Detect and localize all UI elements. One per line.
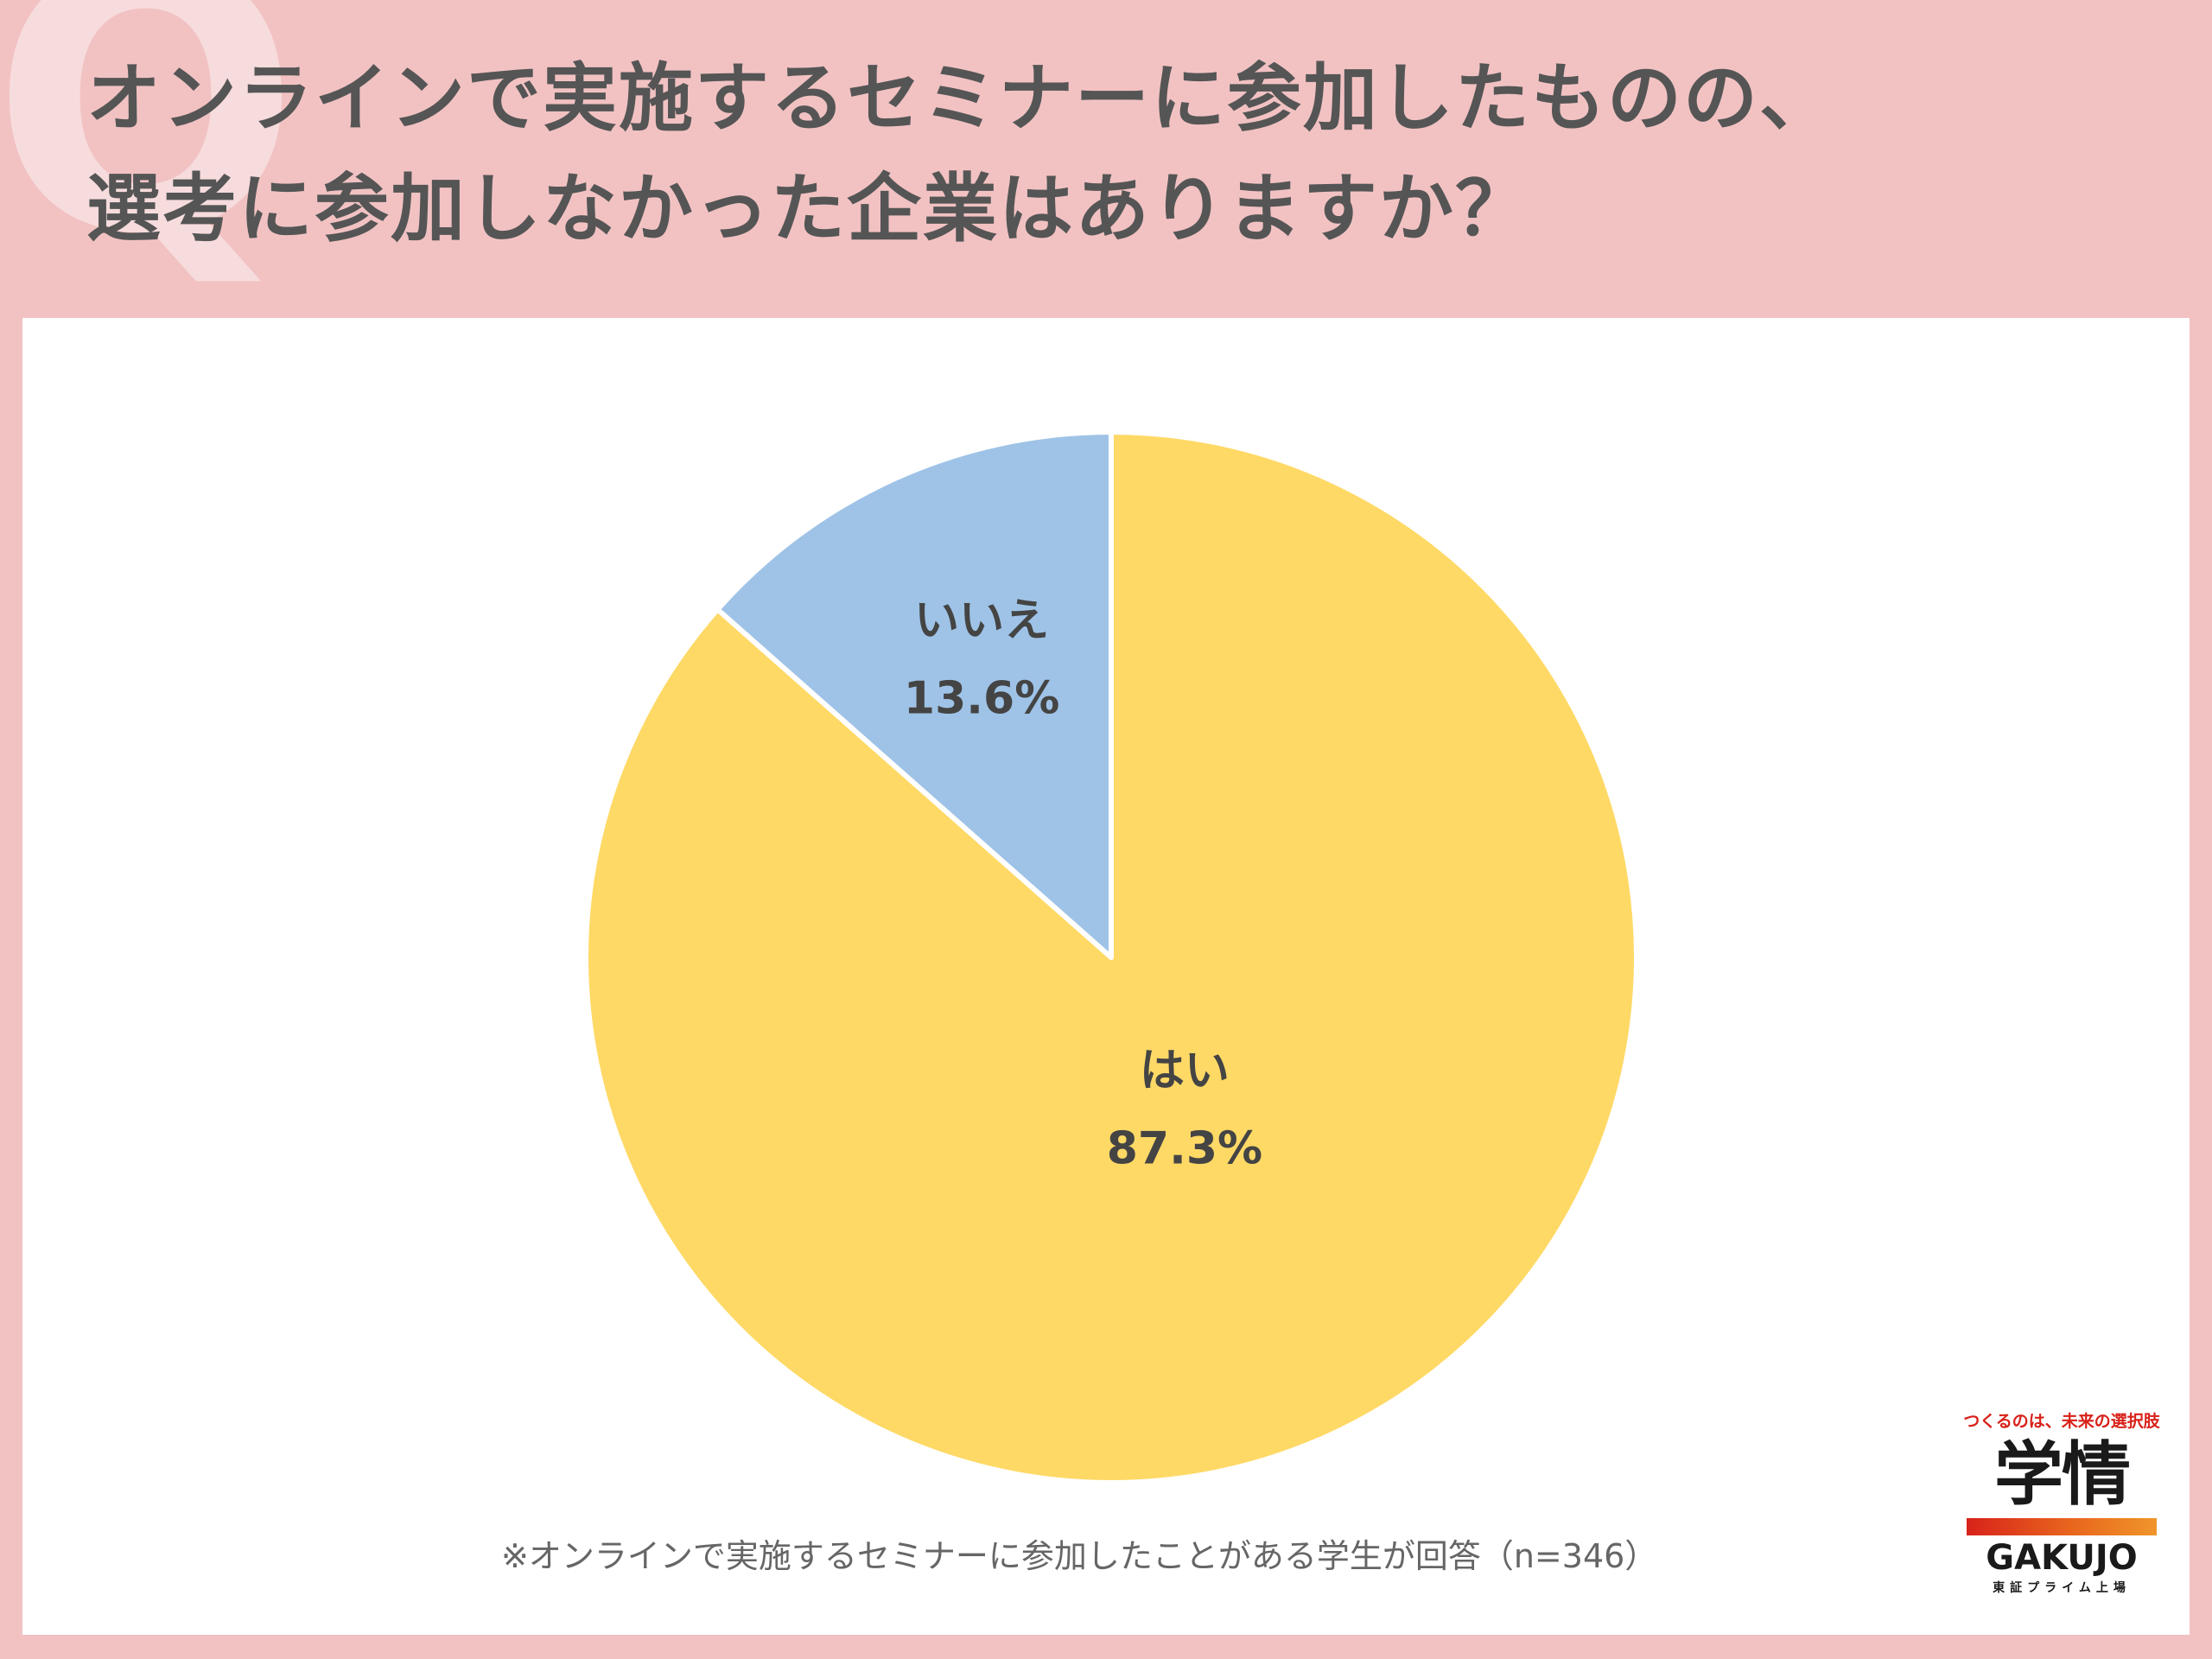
logo-subtitle: 東証プライム上場 bbox=[1993, 1581, 2131, 1595]
pie-slice-2-value-label: 13.6% bbox=[904, 672, 1059, 724]
sample-footnote: ※オンラインで実施するセミナーに参加したことがある学生が回答（n=346） bbox=[501, 1537, 1658, 1575]
pie-slice-1-label: はい bbox=[1140, 1045, 1230, 1096]
question-title-line-1: オンラインで実施するセミナーに参加したものの、 bbox=[86, 55, 1835, 142]
logo-tagline: つくるのは、未来の選択肢 bbox=[1963, 1412, 2160, 1431]
gakujo-logo: つくるのは、未来の選択肢 学情 GAKUJO 東証プライム上場 bbox=[1960, 1408, 2164, 1596]
pie-labels: はい 87.3% いいえ 13.6% bbox=[904, 594, 1262, 1174]
question-title-line-2: 選考に参加しなかった企業はありますか？ bbox=[86, 166, 1531, 252]
logo-roman: GAKUJO bbox=[1986, 1538, 2138, 1578]
logo-color-bar bbox=[1967, 1518, 2157, 1535]
pie-slices bbox=[583, 429, 1639, 1485]
logo-kanji: 学情 bbox=[1994, 1434, 2131, 1515]
pie-slice-1-value-label: 87.3% bbox=[1107, 1122, 1262, 1174]
question-title: オンラインで実施するセミナーに参加したものの、 選考に参加しなかった企業はありま… bbox=[86, 43, 2177, 264]
pie-slice-2-label: いいえ bbox=[914, 594, 1049, 646]
pie-slice-2 bbox=[715, 429, 1114, 960]
q-watermark: Q bbox=[0, 0, 301, 315]
